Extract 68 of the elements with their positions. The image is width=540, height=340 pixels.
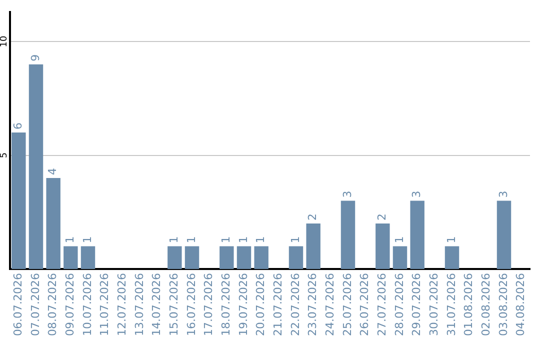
x-tick-label: 18.07.2026 — [220, 273, 233, 336]
data-label: 1 — [184, 236, 198, 244]
data-label: 1 — [236, 236, 250, 244]
bar — [64, 246, 78, 270]
x-tick-label: 19.07.2026 — [236, 273, 250, 336]
bar — [80, 246, 96, 270]
x-tick-label: 28.07.2026 — [392, 273, 406, 336]
bar — [444, 246, 460, 270]
bar — [254, 246, 268, 270]
x-tick-label: 21.07.2026 — [272, 273, 285, 336]
bar — [288, 246, 304, 270]
x-tick-label: 11.07.2026 — [98, 273, 112, 336]
x-tick-label: 10.07.2026 — [80, 273, 94, 336]
x-tick-label: 22.07.2026 — [288, 273, 302, 336]
y-tick-label: 5 — [0, 152, 10, 158]
x-tick-label: 16.07.2026 — [184, 273, 198, 336]
bar — [306, 224, 320, 270]
bar — [220, 246, 234, 270]
x-tick-label: 30.07.2026 — [428, 273, 441, 336]
x-tick-label: 26.07.2026 — [358, 273, 372, 336]
data-label: 3 — [340, 190, 354, 198]
data-label: 1 — [168, 236, 181, 244]
x-tick-label: 15.07.2026 — [168, 273, 181, 336]
x-tick-label: 31.07.2026 — [444, 273, 458, 336]
bar — [496, 200, 512, 270]
data-label: 1 — [288, 236, 302, 244]
bar — [340, 200, 356, 270]
x-tick-label: 20.07.2026 — [254, 273, 268, 336]
data-label: 1 — [444, 236, 458, 244]
x-tick-label: 08.07.2026 — [46, 273, 60, 336]
data-label: 1 — [80, 236, 94, 244]
data-label: 2 — [376, 214, 389, 221]
data-label: 3 — [410, 190, 424, 198]
data-label: 1 — [64, 236, 77, 244]
bar — [28, 64, 44, 270]
bar — [168, 246, 182, 270]
x-tick-label: 13.07.2026 — [132, 273, 146, 336]
x-tick-label: 02.08.2026 — [480, 273, 493, 336]
bar — [46, 178, 60, 270]
data-label: 1 — [254, 236, 268, 244]
x-tick-label: 03.08.2026 — [496, 273, 510, 336]
x-tick-label: 25.07.2026 — [340, 273, 354, 336]
x-tick-label: 12.07.2026 — [116, 273, 129, 336]
x-tick-label: 06.07.2026 — [12, 273, 25, 336]
x-tick-label: 09.07.2026 — [64, 273, 77, 336]
x-tick-label: 29.07.2026 — [410, 273, 424, 336]
data-label: 4 — [46, 168, 60, 176]
x-tick-label: 07.07.2026 — [28, 273, 42, 336]
y-tick-label: 10 — [0, 36, 10, 48]
bar — [12, 132, 26, 270]
data-label: 1 — [392, 236, 406, 244]
x-tick-label: 17.07.2026 — [202, 273, 216, 336]
data-label: 2 — [306, 214, 320, 221]
data-label: 3 — [496, 190, 510, 198]
x-tick-label: 27.07.2026 — [376, 273, 389, 336]
x-tick-label: 01.08.2026 — [462, 273, 476, 336]
bar — [236, 246, 252, 270]
data-label: 9 — [28, 54, 42, 62]
data-label: 1 — [220, 236, 233, 244]
data-label: 6 — [12, 122, 25, 130]
x-tick-label: 14.07.2026 — [150, 273, 164, 336]
bar — [410, 200, 424, 270]
bar — [392, 246, 408, 270]
x-tick-label: 04.08.2026 — [514, 273, 528, 336]
x-tick-label: 24.07.2026 — [324, 273, 337, 336]
bar — [184, 246, 200, 270]
bar — [376, 224, 390, 270]
x-tick-label: 23.07.2026 — [306, 273, 320, 336]
